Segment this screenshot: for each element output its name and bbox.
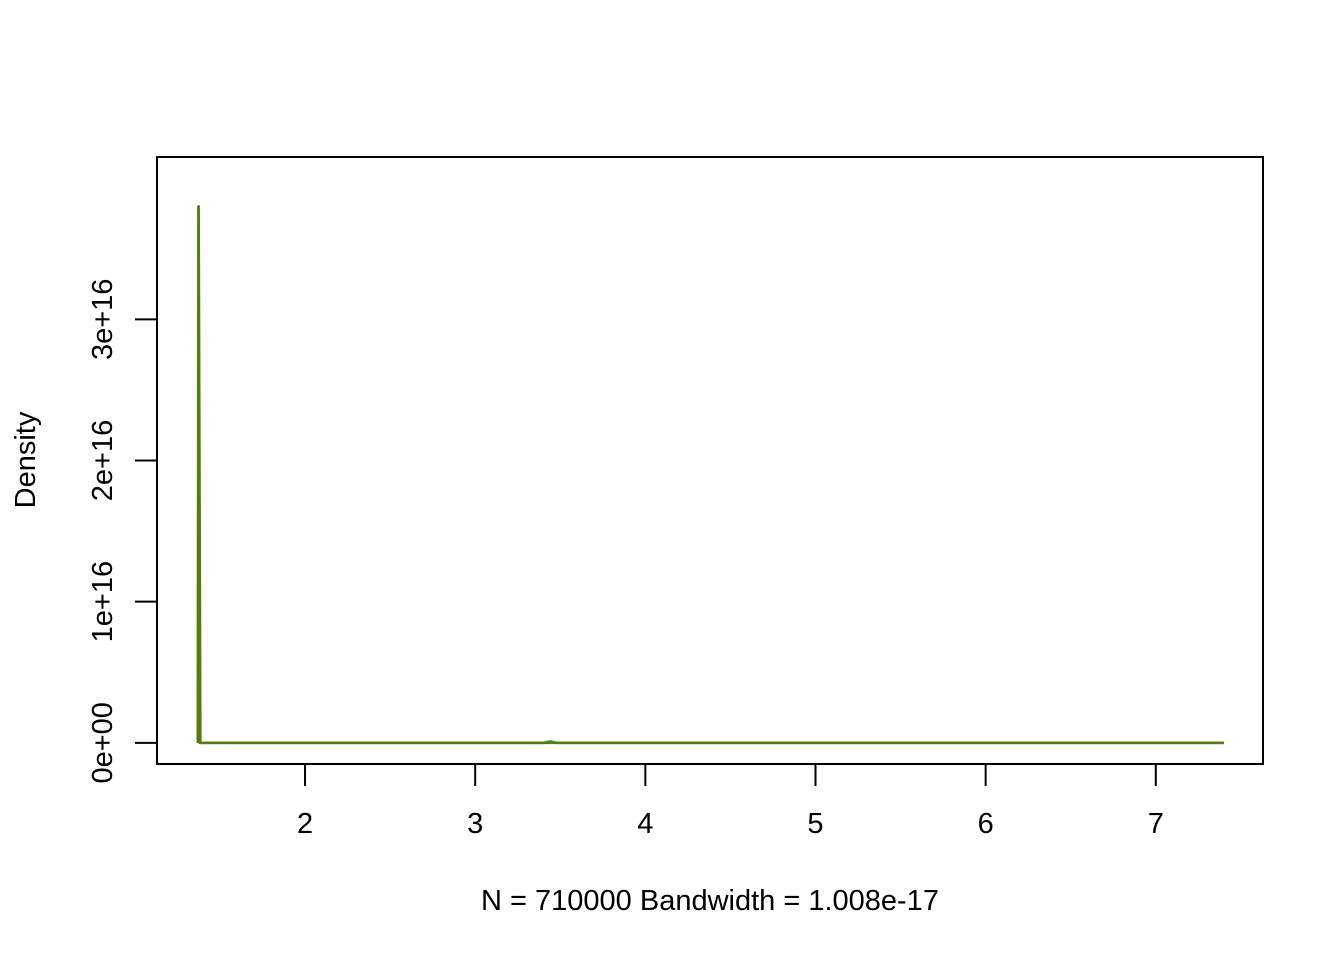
x-tick-label: 7 — [1148, 808, 1164, 840]
y-axis-title: Density — [10, 411, 42, 508]
x-tick-label: 5 — [807, 808, 823, 840]
y-tick-label: 2e+16 — [87, 420, 119, 501]
x-tick-label: 3 — [467, 808, 483, 840]
y-tick-label: 3e+16 — [87, 279, 119, 360]
x-tick-label: 4 — [637, 808, 653, 840]
density-line-1 — [196, 205, 1224, 745]
x-tick-label: 2 — [297, 808, 313, 840]
series-layer — [196, 205, 1224, 745]
x-tick-label: 6 — [978, 808, 994, 840]
plot-frame — [156, 156, 1264, 765]
y-tick-label: 1e+16 — [87, 561, 119, 642]
y-tick-label: 0e+00 — [87, 702, 119, 783]
y-axis: 0e+00 1e+16 2e+16 3e+16 — [87, 279, 158, 784]
x-axis-title: N = 710000 Bandwidth = 1.008e-17 — [481, 885, 939, 917]
density-line-2 — [196, 205, 1224, 745]
x-axis: 2 3 4 5 6 7 — [297, 763, 1164, 840]
